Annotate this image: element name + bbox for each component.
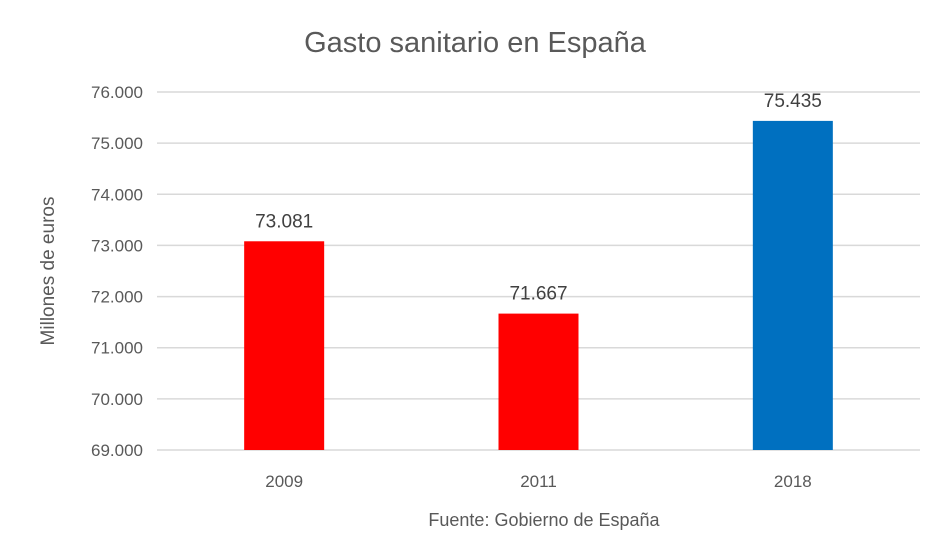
source-note: Fuente: Gobierno de España: [428, 510, 660, 530]
y-tick-label: 71.000: [91, 339, 143, 358]
data-labels: 73.081 71.667 75.435: [255, 91, 822, 305]
y-tick-label: 76.000: [91, 83, 143, 102]
bar-2009: [244, 241, 325, 450]
y-tick-label: 70.000: [91, 390, 143, 409]
data-label: 75.435: [764, 91, 822, 112]
y-tick-label: 72.000: [91, 288, 143, 307]
y-tick-label: 74.000: [91, 185, 143, 204]
y-axis-label: Millones de euros: [38, 197, 59, 346]
x-axis-ticks: 2009 2011 2018: [265, 472, 811, 491]
y-tick-label: 75.000: [91, 134, 143, 153]
bar-2018: [752, 120, 833, 450]
x-tick-label: 2011: [520, 472, 557, 491]
data-label: 71.667: [509, 284, 567, 305]
y-axis-ticks: 69.000 70.000 71.000 72.000 73.000 74.000 75.0…: [91, 83, 143, 460]
x-tick-label: 2009: [265, 472, 303, 491]
data-label: 73.081: [255, 211, 313, 232]
bar-2011: [498, 313, 579, 450]
y-tick-label: 69.000: [91, 441, 143, 460]
chart-title: Gasto sanitario en España: [304, 27, 647, 59]
x-tick-label: 2018: [774, 472, 812, 491]
bars: [244, 120, 833, 450]
y-tick-label: 73.000: [91, 236, 143, 255]
